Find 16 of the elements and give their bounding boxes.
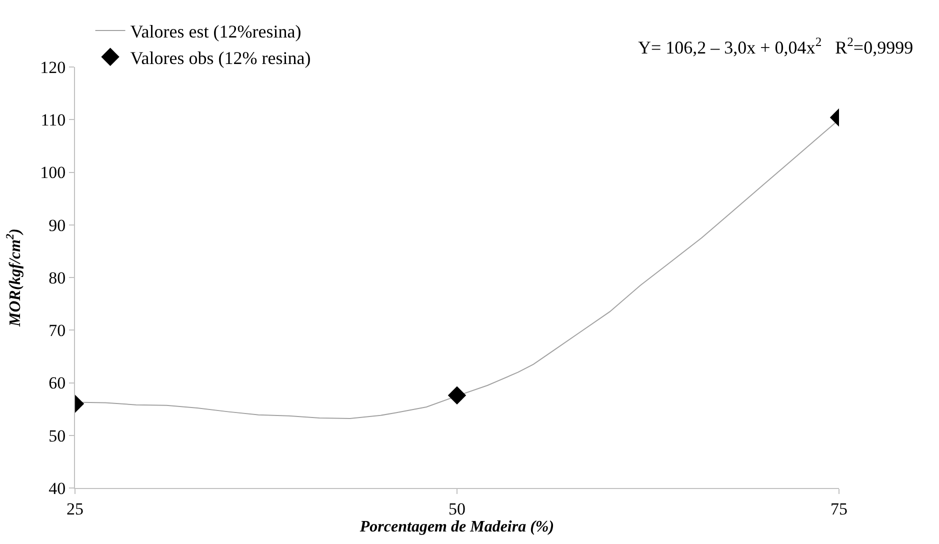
y-tick-label: 60 — [48, 374, 66, 393]
y-tick-label: 80 — [48, 268, 66, 288]
y-tick-label: 100 — [40, 163, 66, 182]
text: Y= 106,2 – 3,0x + 0,04x$^{2}$ R$^{2}$=0,9999 — [638, 35, 914, 58]
y-tick-label: 90 — [48, 216, 66, 235]
x-tick-label: 50 — [448, 499, 466, 518]
y-tick-label: 110 — [40, 110, 66, 130]
y-tick-label: 70 — [48, 321, 66, 340]
y-tick-label: 50 — [48, 426, 66, 446]
x-axis-title: Porcentagem de Madeira (%) — [358, 518, 554, 536]
x-tick-label: 75 — [830, 499, 848, 518]
legend-label: Valores est (12%resina) — [130, 21, 302, 42]
legend-label: Valores obs (12% resina) — [130, 48, 311, 68]
x-tick-label: 25 — [66, 499, 84, 518]
y-tick-label: 120 — [40, 58, 66, 77]
y-tick-label: 40 — [48, 478, 66, 498]
